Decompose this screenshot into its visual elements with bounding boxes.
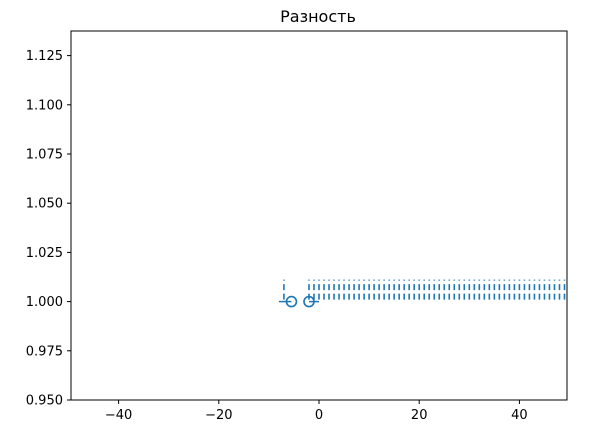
y-tick-label: 1.050	[26, 197, 63, 212]
axes-frame	[70, 30, 568, 401]
y-tick-label: 0.975	[26, 344, 63, 359]
y-tick-label: 1.100	[26, 98, 63, 113]
y-tick-label: 1.125	[26, 49, 63, 64]
x-tick-label: −40	[105, 408, 132, 423]
x-tick-label: 20	[411, 408, 428, 423]
chart-title: Разность	[280, 7, 356, 26]
x-tick-label: −20	[205, 408, 232, 423]
plot-area	[278, 279, 566, 308]
axes: −40 −20 0 20 40 0.950 0.975 1.000 1.025 1.050 1.07…	[26, 30, 568, 423]
x-tick-label: 0	[315, 408, 323, 423]
y-tick-label: 0.950	[26, 394, 63, 409]
y-tick-label: 1.025	[26, 246, 63, 261]
y-tick-label: 1.000	[26, 295, 63, 310]
circle-marker	[285, 295, 298, 308]
circle-marker	[303, 295, 315, 308]
y-tick-label: 1.075	[26, 148, 63, 163]
x-tick-label: 40	[511, 408, 528, 423]
